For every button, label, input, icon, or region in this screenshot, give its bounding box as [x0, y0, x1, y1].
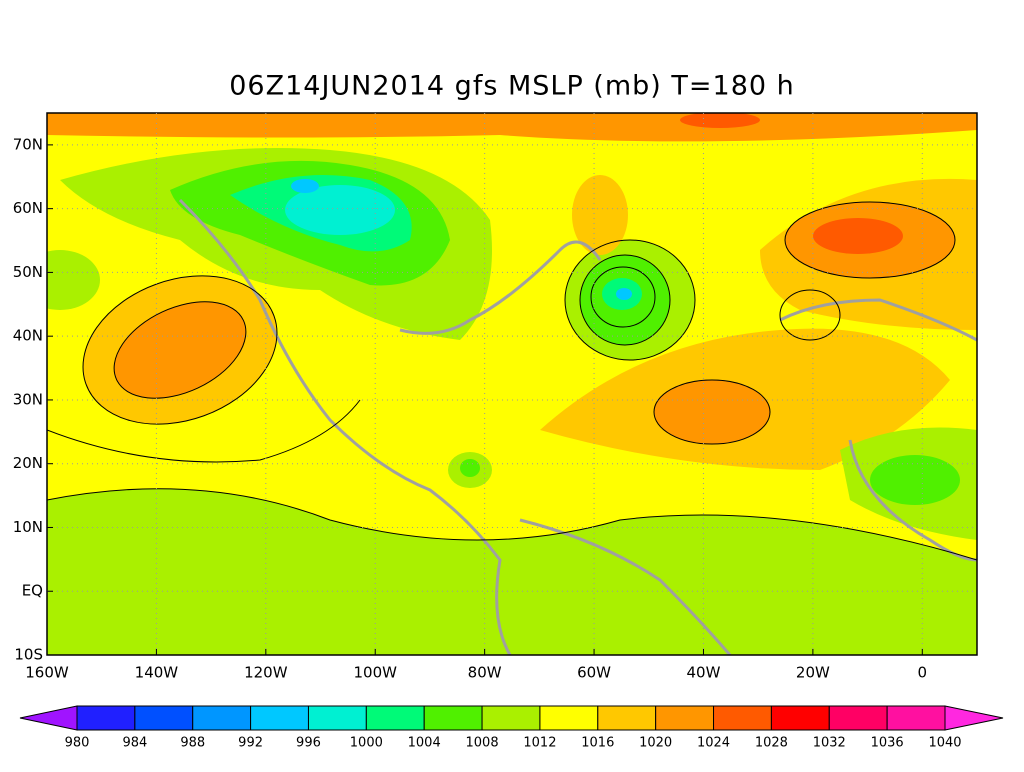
azores-high-core [654, 380, 770, 444]
colorbar-box [192, 705, 252, 731]
x-tick-label: 20W [796, 664, 830, 682]
x-tick-label: 0 [918, 664, 928, 682]
colorbar-label: 988 [180, 736, 205, 751]
europe-high-core [813, 218, 903, 254]
x-tick-label: 60W [577, 664, 611, 682]
y-tick-label: 60N [13, 199, 43, 217]
isobar [113, 301, 247, 399]
isobar [653, 379, 771, 445]
colorbar-box [250, 705, 309, 731]
colorbar-box [770, 705, 830, 731]
isobar [564, 239, 696, 361]
isobar [579, 254, 671, 346]
colorbar-box [713, 705, 772, 731]
africa-low-core [870, 455, 960, 505]
y-tick-label: 70N [13, 135, 43, 153]
tropical-band [47, 488, 977, 655]
colorbar-box [76, 705, 136, 731]
colorbar-label: 992 [238, 736, 263, 751]
isobar [784, 201, 956, 279]
polar-high-core [680, 113, 760, 128]
colorbar-label: 1012 [523, 736, 556, 751]
isobar [47, 488, 977, 561]
x-tick-label: 40W [687, 664, 721, 682]
colorbar-box [307, 705, 367, 731]
coastline [779, 298, 977, 562]
colorbar-box [134, 705, 194, 731]
colorbar-label: 1024 [697, 736, 730, 751]
y-tick-label: 10S [14, 646, 43, 664]
canada-low-center [291, 179, 319, 193]
pacific-high-core [114, 301, 246, 399]
colorbar-label: 984 [122, 736, 147, 751]
y-tick-label: EQ [22, 582, 43, 600]
colorbar-label: 1028 [755, 736, 788, 751]
colorbar-box [597, 705, 657, 731]
colorbar-box [539, 705, 599, 731]
coastline [399, 240, 602, 335]
x-tick-label: 80W [468, 664, 502, 682]
colorbar-box [481, 705, 541, 731]
y-tick-label: 50N [13, 263, 43, 281]
map-title: 06Z14JUN2014 gfs MSLP (mb) T=180 h [229, 71, 795, 102]
colorbar-over [944, 705, 1004, 731]
colorbar-label: 1040 [928, 736, 961, 751]
pressure-field [47, 113, 977, 655]
colorbar-box [886, 705, 946, 731]
x-tick-label: 120W [244, 664, 288, 682]
caribbean-low-core [460, 459, 480, 477]
colorbar-label: 1004 [408, 736, 441, 751]
colorbar-box [365, 705, 425, 731]
colorbar-label: 1032 [813, 736, 846, 751]
x-tick-label: 100W [354, 664, 398, 682]
canada-low-core [285, 185, 395, 235]
isobar [590, 266, 656, 328]
colorbar-label: 1000 [350, 736, 383, 751]
isobar [82, 275, 278, 425]
x-tick-label: 140W [135, 664, 179, 682]
coastline [178, 198, 512, 655]
colorbar-label: 980 [65, 736, 90, 751]
colorbar-label: 1036 [871, 736, 904, 751]
y-tick-label: 20N [13, 454, 43, 472]
isobar [47, 399, 361, 463]
colorbar-box [828, 705, 888, 731]
greenland-high [572, 175, 628, 255]
colorbar-label: 1016 [581, 736, 614, 751]
west-low [47, 250, 100, 310]
colorbar-box [655, 705, 715, 731]
atlantic-low-center [616, 288, 632, 300]
isobars [47, 201, 977, 561]
y-tick-label: 10N [13, 518, 43, 536]
x-tick-label: 160W [25, 664, 69, 682]
y-tick-label: 30N [13, 390, 43, 408]
colorbar-label: 996 [296, 736, 321, 751]
isobar [779, 289, 841, 341]
colorbar-label: 1020 [639, 736, 672, 751]
colorbar-box [423, 705, 483, 731]
y-tick-label: 40N [13, 327, 43, 345]
colorbar-label: 1008 [466, 736, 499, 751]
colorbar-under [19, 705, 78, 731]
map-frame [46, 112, 978, 656]
